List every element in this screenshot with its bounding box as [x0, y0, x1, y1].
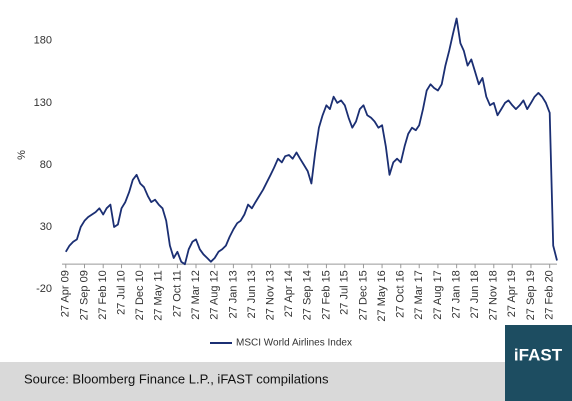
logo-box: [505, 325, 572, 401]
x-tick-label: 27 Dec 15: [357, 270, 369, 320]
y-tick-label: -20: [36, 283, 52, 295]
x-tick-label: 27 Aug 12: [209, 270, 221, 320]
y-tick-label: 130: [34, 97, 52, 109]
x-tick-label: 27 Feb 10: [97, 270, 109, 320]
x-tick-label: 27 Nov 13: [264, 270, 276, 320]
series-line: [65, 17, 558, 266]
x-tick-label: 27 Jul 10: [115, 270, 127, 315]
y-tick-label: 180: [34, 35, 52, 47]
x-tick-label: 27 Feb 20: [544, 270, 556, 320]
legend-label: MSCI World Airlines Index: [236, 338, 352, 349]
x-tick-label: 27 Aug 17: [432, 270, 444, 320]
y-tick-label: 30: [40, 221, 52, 233]
x-tick-label: 27 Mar 12: [190, 270, 202, 320]
x-tick-label: 27 Jun 13: [246, 270, 258, 318]
x-tick-label: 27 Mar 17: [413, 270, 425, 320]
x-tick-label: 27 Sep 09: [78, 270, 90, 320]
x-tick-label: 27 May 16: [376, 270, 388, 321]
x-tick-label: 27 Nov 18: [488, 270, 500, 320]
x-tick-label: 27 Jan 13: [227, 270, 239, 318]
x-tick-label: 27 May 11: [153, 270, 165, 321]
source-note: Source: Bloomberg Finance L.P., iFAST co…: [24, 371, 329, 386]
y-tick-label: 80: [40, 159, 52, 171]
x-tick-label: 27 Sep 14: [302, 270, 314, 320]
x-tick-label: 27 Dec 10: [134, 270, 146, 320]
footer-band: [0, 362, 505, 401]
x-tick-label: 27 Sep 19: [525, 270, 537, 320]
x-tick-label: 27 Feb 15: [320, 270, 332, 320]
y-axis-label: %: [16, 150, 28, 160]
logo: iFAST: [514, 345, 563, 364]
x-tick-label: 27 Oct 11: [171, 270, 183, 317]
x-tick-label: 27 Jul 15: [339, 270, 351, 315]
x-tick-label: 27 Jan 18: [451, 270, 463, 318]
x-tick-label: 27 Oct 16: [395, 270, 407, 318]
x-tick-label: 27 Apr 19: [506, 270, 518, 317]
x-tick-label: 27 Apr 09: [60, 270, 72, 317]
x-tick-label: 27 Jun 18: [469, 270, 481, 318]
x-tick-label: 27 Apr 14: [283, 270, 295, 317]
